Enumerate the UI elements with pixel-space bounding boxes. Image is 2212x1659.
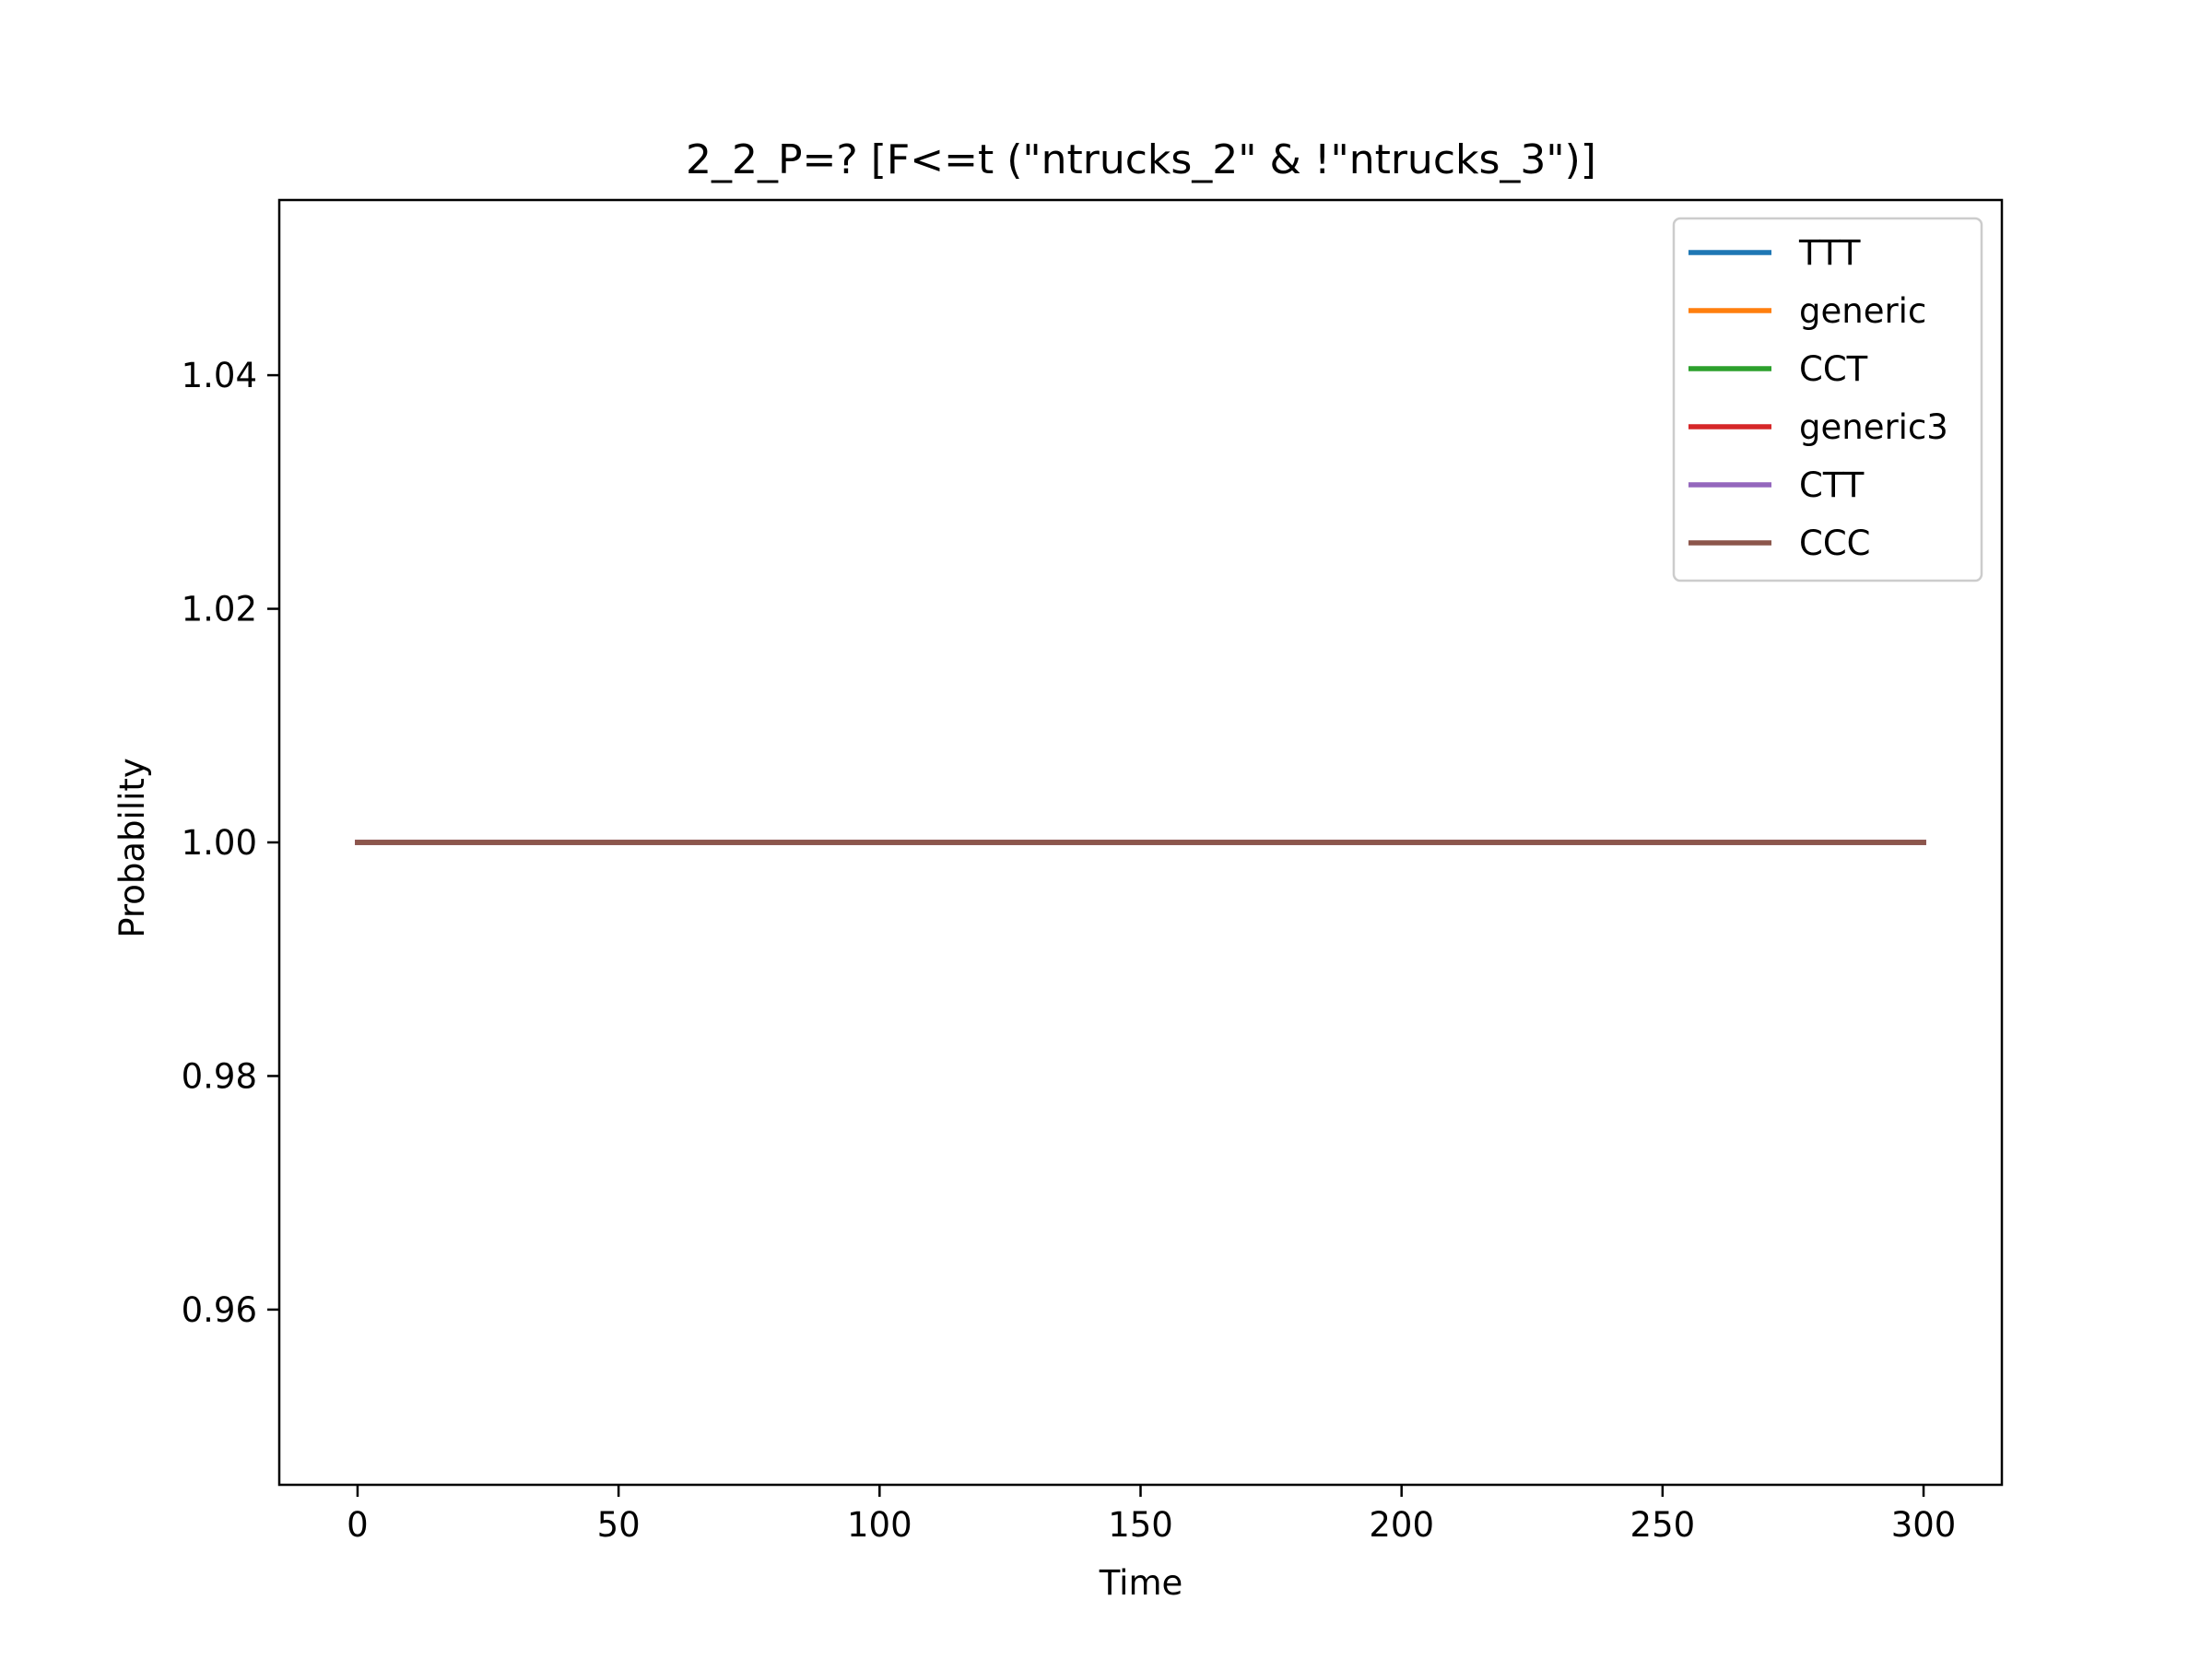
x-tick-label: 100 bbox=[847, 1505, 912, 1545]
x-tick-label: 50 bbox=[597, 1505, 641, 1545]
legend-label-generic3: generic3 bbox=[1799, 407, 1948, 447]
x-tick-label: 250 bbox=[1630, 1505, 1696, 1545]
y-tick-label: 0.96 bbox=[182, 1290, 257, 1330]
x-tick-label: 200 bbox=[1369, 1505, 1434, 1545]
y-tick-label: 0.98 bbox=[182, 1056, 257, 1096]
chart-title: 2_2_P=? [F<=t ("ntrucks_2" & !"ntrucks_3… bbox=[686, 136, 1596, 183]
plot-area: 0 50 100 150 200 250 300 0.96 0.98 1.00 1.02 1.04 bbox=[182, 198, 2004, 1545]
axes-frame bbox=[277, 198, 2004, 1487]
y-tick-label: 1.02 bbox=[182, 590, 257, 629]
x-tick-label: 0 bbox=[347, 1505, 369, 1545]
x-tick-label: 150 bbox=[1108, 1505, 1173, 1545]
y-tick-label: 1.00 bbox=[182, 823, 257, 863]
legend: TTT generic CCT generic3 CTT CCC bbox=[1672, 217, 1983, 582]
legend-label-CTT: CTT bbox=[1799, 465, 1865, 505]
x-axis-label: Time bbox=[1099, 1563, 1183, 1603]
legend-label-CCT: CCT bbox=[1799, 349, 1868, 389]
y-tick-label: 1.04 bbox=[182, 356, 257, 395]
legend-label-CCC: CCC bbox=[1799, 524, 1871, 563]
legend-label-TTT: TTT bbox=[1798, 233, 1861, 273]
x-tick-label: 300 bbox=[1891, 1505, 1957, 1545]
legend-label-generic: generic bbox=[1799, 291, 1926, 331]
y-axis-label: Probability bbox=[112, 758, 152, 938]
